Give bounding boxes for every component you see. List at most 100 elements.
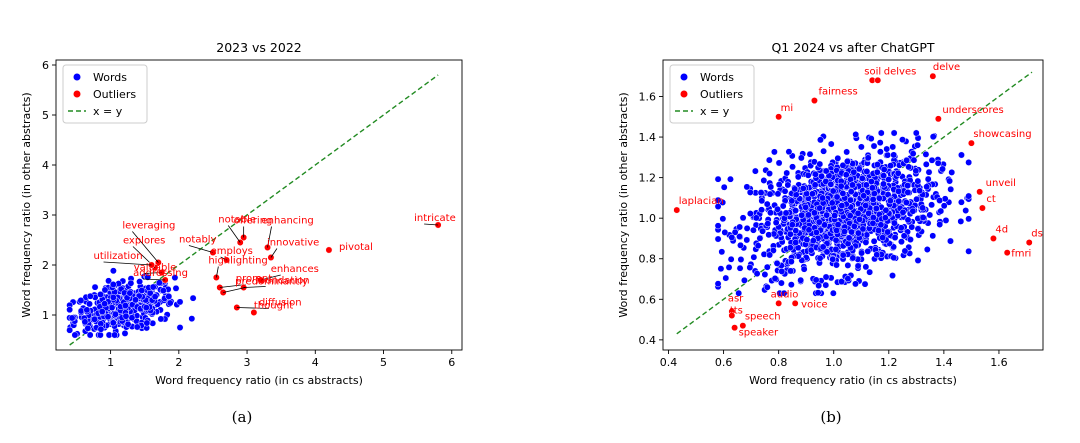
x-tick-label: 2 [175,356,182,369]
word-point [109,281,117,288]
word-point [750,253,758,261]
word-point [737,241,744,249]
word-point [737,256,745,263]
word-point [844,240,852,248]
word-point [919,204,927,212]
word-point [761,271,769,278]
word-point [772,219,780,227]
x-tick-label: 1.0 [825,356,843,369]
chart-title: 2023 vs 2022 [216,40,301,55]
outlier-label: explores [123,236,165,247]
word-point [877,129,885,137]
outlier-point [728,312,736,319]
word-point [879,234,887,242]
word-point [957,217,965,225]
outlier-leader-line [188,245,214,253]
word-point [725,263,733,271]
outlier-label: valuable [134,263,177,274]
word-point [822,281,830,289]
word-point [858,249,866,257]
word-point [876,139,884,147]
word-point [814,289,822,297]
outlier-point [791,299,799,307]
word-point [857,143,865,151]
outlier-point [775,113,783,121]
word-point [862,263,870,271]
word-point [948,168,956,176]
word-point [905,163,913,171]
outlier-label: innovative [267,238,319,249]
y-tick-label: 1 [42,309,49,322]
word-point [109,293,117,301]
outlier-leader-line [143,272,162,274]
word-point [862,202,870,210]
word-point [873,168,881,176]
word-point [763,263,771,271]
legend-label-outliers: Outliers [93,88,136,101]
y-tick-label: 0.8 [639,253,657,266]
word-point [864,247,872,255]
word-point [939,165,946,173]
ticks: 0.4 0.6 0.8 1.0 1.2 1.4 1.6 0.4 0.6 0.8 1.0 1.2 1.4 1… [639,91,1008,369]
word-point [728,233,736,241]
word-point [811,181,819,189]
outlier-label: delve [933,62,960,73]
x-axis-label: Word frequency ratio (in cs abstracts) [749,374,957,387]
word-point [97,291,104,298]
word-point [937,207,945,215]
word-point [97,325,105,333]
outlier-point [325,246,333,254]
word-point [861,280,869,288]
outlier-label: highlighting [208,256,267,267]
word-point [924,175,932,183]
outlier-point [250,309,258,316]
word-point [904,182,912,190]
outlier-label: voice [801,299,827,310]
word-point [914,177,922,185]
word-point [775,181,783,189]
word-point [880,180,887,188]
outlier-point [673,206,681,214]
word-point [810,209,818,217]
word-point [846,212,854,220]
legend-marker-outliers [680,90,688,98]
word-point [895,187,902,195]
outlier-label: predominantly [235,277,308,288]
word-point [104,313,112,321]
legend-box [62,64,148,124]
word-point [908,223,916,231]
y-tick-label: 1.6 [639,91,657,104]
word-point [909,150,917,158]
word-point [849,254,857,262]
word-point [859,225,867,233]
word-point [718,248,726,256]
word-point [739,214,747,222]
word-point [926,211,934,219]
word-point [787,281,795,289]
word-point [821,221,828,229]
legend-label-words: Words [700,71,734,84]
outlier-label: fmri [1011,249,1031,260]
word-point [149,283,157,291]
word-point [812,170,819,178]
word-point [936,197,944,204]
word-point [714,280,722,288]
word-point [753,270,761,278]
word-point [965,192,973,200]
word-point [833,261,840,269]
word-point [736,223,744,231]
word-point [172,284,180,292]
word-point [869,196,877,203]
word-point [189,294,197,302]
outlier-leader-line [227,225,241,243]
word-point [833,193,841,201]
word-point [84,324,92,332]
word-point [870,142,878,150]
word-point [91,315,99,323]
word-point [792,239,800,247]
word-point [763,200,771,208]
word-point [766,190,774,198]
word-point [746,210,754,218]
word-point [791,185,799,193]
word-point [86,300,93,308]
